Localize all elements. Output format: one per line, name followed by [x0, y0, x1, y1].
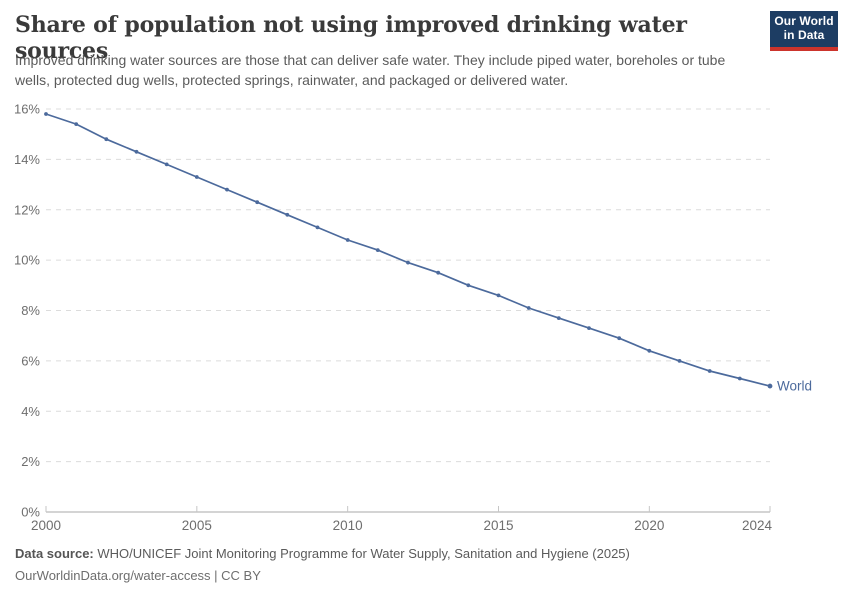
y-tick-label: 16% [14, 102, 40, 117]
data-point-marker [496, 293, 501, 298]
x-tick-label: 2010 [333, 518, 363, 533]
data-point-marker [647, 348, 652, 353]
x-tick-label: 2020 [634, 518, 664, 533]
chart-title: Share of population not using improved d… [15, 12, 687, 64]
data-point-marker [556, 316, 561, 320]
data-point-marker [436, 270, 441, 275]
data-source-note: Data source: WHO/UNICEF Joint Monitoring… [15, 546, 630, 561]
data-point-marker [737, 376, 742, 381]
data-point-marker [526, 306, 531, 310]
data-point-marker [677, 359, 682, 363]
y-tick-label: 6% [21, 353, 40, 368]
data-point-marker [315, 225, 320, 230]
data-point-marker [44, 112, 48, 116]
data-point-marker [225, 187, 229, 192]
series-end-marker [767, 383, 773, 389]
x-tick-label: 2015 [483, 518, 513, 533]
x-tick-label: 2000 [31, 518, 61, 533]
data-point-marker [134, 149, 139, 154]
data-point-marker [617, 336, 622, 341]
series-line-world [45, 113, 771, 387]
data-point-marker [587, 326, 591, 330]
y-tick-label: 10% [14, 253, 40, 268]
data-point-marker [466, 283, 471, 288]
x-tick-label: 2024 [742, 518, 773, 533]
data-point-marker [285, 212, 290, 217]
x-tick-label: 2005 [182, 518, 212, 533]
owid-logo-line2: in Data [783, 28, 825, 42]
y-tick-label: 14% [14, 152, 40, 167]
y-tick-label: 0% [21, 505, 40, 520]
data-point-marker [375, 248, 380, 253]
data-point-marker [255, 200, 260, 205]
y-tick-label: 4% [21, 404, 40, 419]
data-point-marker [104, 137, 109, 142]
y-tick-label: 2% [21, 454, 40, 469]
data-source-label: Data source: [15, 546, 94, 561]
line-chart-canvas[interactable]: 0% 2% 4% 6% 8% 10% 12% 14% 16% 2000 2005 2010 2015 20… [0, 100, 850, 540]
data-point-marker [345, 238, 350, 242]
chart-subtitle: Improved drinking water sources are thos… [15, 52, 726, 88]
citation-link[interactable]: OurWorldinData.org/water-access | CC BY [15, 568, 261, 583]
data-point-marker [164, 162, 169, 167]
data-source-text: WHO/UNICEF Joint Monitoring Programme fo… [97, 546, 630, 561]
owid-logo-line1: Our World [774, 14, 834, 29]
data-point-marker [406, 260, 410, 265]
y-tick-label: 8% [21, 303, 40, 318]
data-point-marker [194, 175, 199, 179]
series-end-label: World [777, 379, 812, 394]
data-point-marker [707, 369, 712, 373]
data-point-marker [74, 122, 79, 126]
owid-logo[interactable]: Our World in Data [770, 11, 838, 51]
y-tick-label: 12% [14, 202, 40, 217]
